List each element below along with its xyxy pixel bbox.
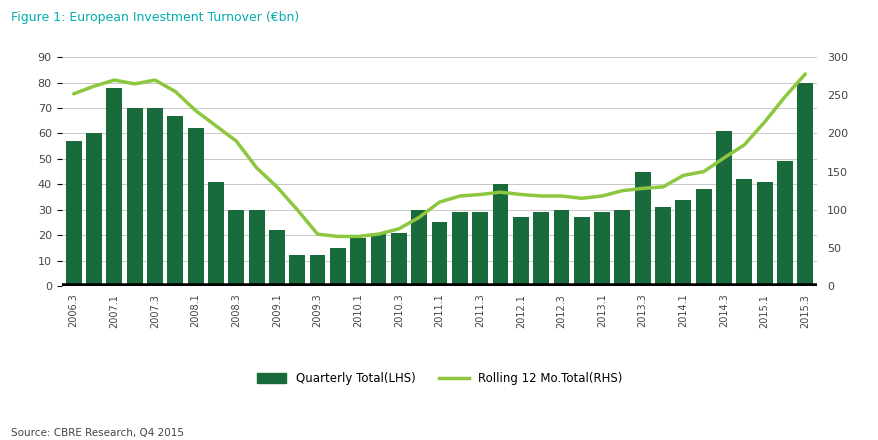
Bar xyxy=(492,184,507,286)
Bar xyxy=(634,172,650,286)
Bar xyxy=(533,212,549,286)
Bar xyxy=(796,83,812,286)
Bar xyxy=(451,212,467,286)
Bar xyxy=(329,248,345,286)
Bar xyxy=(756,182,772,286)
Bar xyxy=(654,207,670,286)
Bar xyxy=(512,217,528,286)
Text: Source: CBRE Research, Q4 2015: Source: CBRE Research, Q4 2015 xyxy=(11,428,184,438)
Bar xyxy=(471,212,487,286)
Bar xyxy=(269,230,284,286)
Bar xyxy=(350,238,366,286)
Bar xyxy=(736,179,752,286)
Bar xyxy=(106,88,122,286)
Bar xyxy=(594,212,609,286)
Bar xyxy=(553,210,569,286)
Bar xyxy=(371,233,386,286)
Bar xyxy=(573,217,589,286)
Bar xyxy=(411,210,427,286)
Bar xyxy=(431,223,447,286)
Text: Figure 1: European Investment Turnover (€bn): Figure 1: European Investment Turnover (… xyxy=(11,11,299,24)
Bar xyxy=(776,161,792,286)
Bar xyxy=(248,210,264,286)
Bar xyxy=(126,108,142,286)
Bar xyxy=(228,210,244,286)
Bar xyxy=(167,116,183,286)
Bar xyxy=(147,108,162,286)
Bar xyxy=(66,141,82,286)
Bar xyxy=(716,131,731,286)
Bar xyxy=(695,189,711,286)
Bar xyxy=(188,128,204,286)
Bar xyxy=(614,210,630,286)
Bar xyxy=(86,133,102,286)
Bar xyxy=(674,200,690,286)
Bar xyxy=(309,256,325,286)
Bar xyxy=(289,256,305,286)
Bar xyxy=(391,233,407,286)
Bar xyxy=(208,182,224,286)
Legend: Quarterly Total(LHS), Rolling 12 Mo.Total(RHS): Quarterly Total(LHS), Rolling 12 Mo.Tota… xyxy=(252,367,626,390)
